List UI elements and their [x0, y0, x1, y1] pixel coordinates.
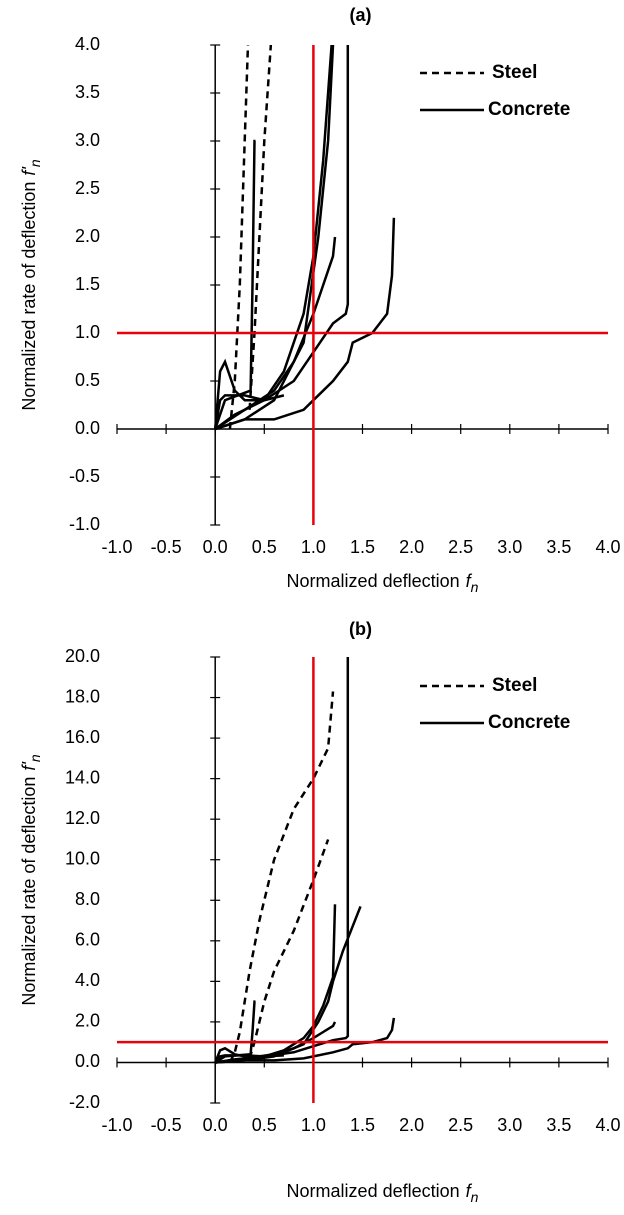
- legend-label: Concrete: [488, 712, 570, 733]
- x-label-subscript: n: [471, 579, 479, 595]
- data-line: [215, 905, 362, 1064]
- y-tick-label: -2.0: [69, 1092, 100, 1112]
- y-tick-label: 3.5: [75, 82, 100, 102]
- y-tick-label: 2.5: [75, 178, 100, 198]
- y-tick-label: 0.0: [75, 1051, 100, 1071]
- y-tick-label: 0.5: [75, 370, 100, 390]
- x-tick-label: 2.0: [399, 537, 424, 557]
- x-axis-label: Normalized deflection fn: [287, 571, 479, 595]
- x-axis-label: Normalized deflection fn: [287, 1181, 479, 1205]
- x-tick-label: -1.0: [101, 1115, 132, 1135]
- y-tick-label: -1.0: [69, 514, 100, 534]
- y-label-symbol: f': [19, 762, 39, 771]
- x-tick-label: -0.5: [151, 1115, 182, 1135]
- data-line: [214, 45, 333, 431]
- chart: (b) -1.0 -0.5 0.0 0.5 1.0 1.5 2.0 2.5 3.0 3.5 4.0 -2…: [19, 619, 621, 1205]
- x-tick-label: -0.5: [151, 537, 182, 557]
- y-tick-label: 20.0: [65, 646, 100, 666]
- y-label-subscript: n: [27, 754, 43, 762]
- data-line: [228, 45, 250, 430]
- x-tick-label: 0.0: [203, 1115, 228, 1135]
- x-tick-label: 0.5: [252, 1115, 277, 1135]
- x-label-symbol: f: [466, 571, 473, 591]
- x-tick-label: 2.5: [448, 537, 473, 557]
- y-axis-label: Normalized rate of deflection f'n: [19, 754, 43, 1006]
- x-tick-label: 1.0: [301, 1115, 326, 1135]
- series-group: [213, 45, 396, 431]
- y-label-symbol: f': [19, 167, 39, 176]
- y-label-text: Normalized rate of deflection: [19, 182, 39, 411]
- x-tick-label: 2.0: [399, 1115, 424, 1135]
- x-tick-label: 1.5: [350, 1115, 375, 1135]
- y-tick-label: -0.5: [69, 466, 100, 486]
- y-tick-label: 14.0: [65, 767, 100, 787]
- y-tick-label: 16.0: [65, 727, 100, 747]
- data-line: [214, 1046, 284, 1063]
- data-line: [248, 839, 330, 1059]
- y-axis-label: Normalized rate of deflection f'n: [19, 159, 43, 411]
- y-tick-label: 0.0: [75, 418, 100, 438]
- x-tick-label: 4.0: [595, 1115, 620, 1135]
- x-tick-label: 0.5: [252, 537, 277, 557]
- x-label-symbol: f: [466, 1181, 473, 1201]
- x-label-subscript: n: [471, 1189, 479, 1205]
- data-line: [214, 45, 335, 431]
- y-tick-label: 4.0: [75, 34, 100, 54]
- x-tick-label: 3.0: [497, 1115, 522, 1135]
- x-tick-label: 1.0: [301, 537, 326, 557]
- y-tick-label: 2.0: [75, 1011, 100, 1031]
- x-tick-label: 4.0: [595, 537, 620, 557]
- data-line: [215, 904, 337, 1064]
- data-line: [228, 691, 335, 1064]
- series-group: [214, 657, 396, 1064]
- y-tick-label: 2.0: [75, 226, 100, 246]
- y-tick-label: 1.5: [75, 274, 100, 294]
- x-tick-label: 3.5: [546, 1115, 571, 1135]
- y-tick-label: 8.0: [75, 889, 100, 909]
- data-line: [213, 358, 285, 430]
- y-tick-label: 4.0: [75, 970, 100, 990]
- y-label-text: Normalized rate of deflection: [19, 777, 39, 1006]
- legend-label: Concrete: [488, 99, 570, 120]
- chart-title: (b): [349, 619, 372, 639]
- legend-label: Steel: [492, 675, 537, 696]
- data-line: [213, 45, 350, 430]
- x-label-text: Normalized deflection: [287, 1181, 460, 1201]
- y-tick-label: 6.0: [75, 930, 100, 950]
- y-tick-label: 12.0: [65, 808, 100, 828]
- data-line: [215, 1017, 396, 1064]
- data-line: [214, 217, 396, 431]
- chart-title: (a): [350, 5, 372, 25]
- x-tick-label: 2.5: [448, 1115, 473, 1135]
- x-tick-label: 0.0: [203, 537, 228, 557]
- y-tick-label: 18.0: [65, 686, 100, 706]
- data-line: [214, 657, 350, 1064]
- data-line: [248, 45, 273, 410]
- chart: (a) -1.0 -0.5 0.0 0.5 1.0 1.5 2.0 2.5 3.0 3.5 4.0 -1…: [19, 5, 621, 595]
- y-tick-label: 10.0: [65, 848, 100, 868]
- data-line: [214, 139, 256, 430]
- x-tick-label: 3.0: [497, 537, 522, 557]
- x-tick-label: 3.5: [546, 537, 571, 557]
- x-tick-label: 1.5: [350, 537, 375, 557]
- y-label-subscript: n: [27, 159, 43, 167]
- x-tick-label: -1.0: [101, 537, 132, 557]
- legend-label: Steel: [492, 62, 537, 83]
- y-tick-label: 1.0: [75, 322, 100, 342]
- x-label-text: Normalized deflection: [287, 571, 460, 591]
- y-tick-label: 3.0: [75, 130, 100, 150]
